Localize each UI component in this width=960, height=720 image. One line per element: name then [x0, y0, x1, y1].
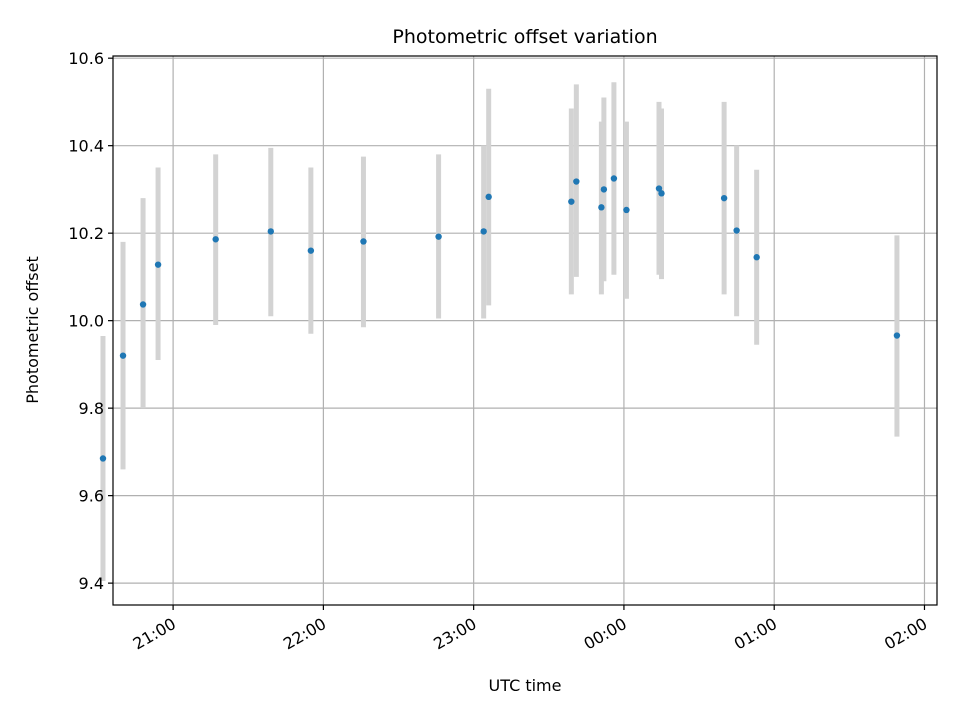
y-tick-label: 10.0: [68, 312, 104, 331]
y-axis-label: Photometric offset: [23, 256, 42, 404]
data-point: [753, 254, 760, 261]
data-point: [119, 352, 127, 359]
data-point: [573, 178, 580, 185]
y-axis-ticks: 9.4 9.6 9.8 10.0 10.2 10.4 10.6: [68, 49, 113, 593]
y-tick-label: 10.6: [68, 49, 104, 68]
y-tick-label: 10.4: [68, 137, 104, 156]
y-tick-label: 10.2: [68, 224, 104, 243]
data-point: [658, 190, 665, 197]
data-point: [600, 186, 608, 193]
data-point: [623, 206, 630, 214]
data-points: [99, 175, 901, 462]
data-point: [212, 236, 219, 243]
data-point: [307, 247, 315, 254]
data-point: [485, 193, 492, 201]
data-point: [99, 455, 107, 462]
data-point: [720, 194, 728, 202]
data-point: [893, 332, 901, 339]
plot-frame: [112, 55, 938, 606]
y-tick-label: 9.4: [79, 574, 104, 593]
y-tick-label: 9.8: [79, 399, 104, 418]
data-point: [610, 175, 618, 182]
grid: [113, 56, 937, 605]
data-point: [733, 227, 740, 234]
data-point: [139, 301, 147, 308]
data-point: [568, 198, 575, 205]
data-point: [435, 233, 442, 240]
data-point: [655, 185, 663, 192]
data-point: [267, 228, 274, 235]
data-point: [360, 238, 367, 245]
data-point: [154, 261, 162, 268]
y-tick-label: 9.6: [79, 487, 104, 506]
data-point: [480, 228, 487, 235]
x-axis-label: UTC time: [489, 676, 562, 695]
data-point: [598, 204, 605, 211]
chart-title: Photometric offset variation: [392, 26, 657, 48]
